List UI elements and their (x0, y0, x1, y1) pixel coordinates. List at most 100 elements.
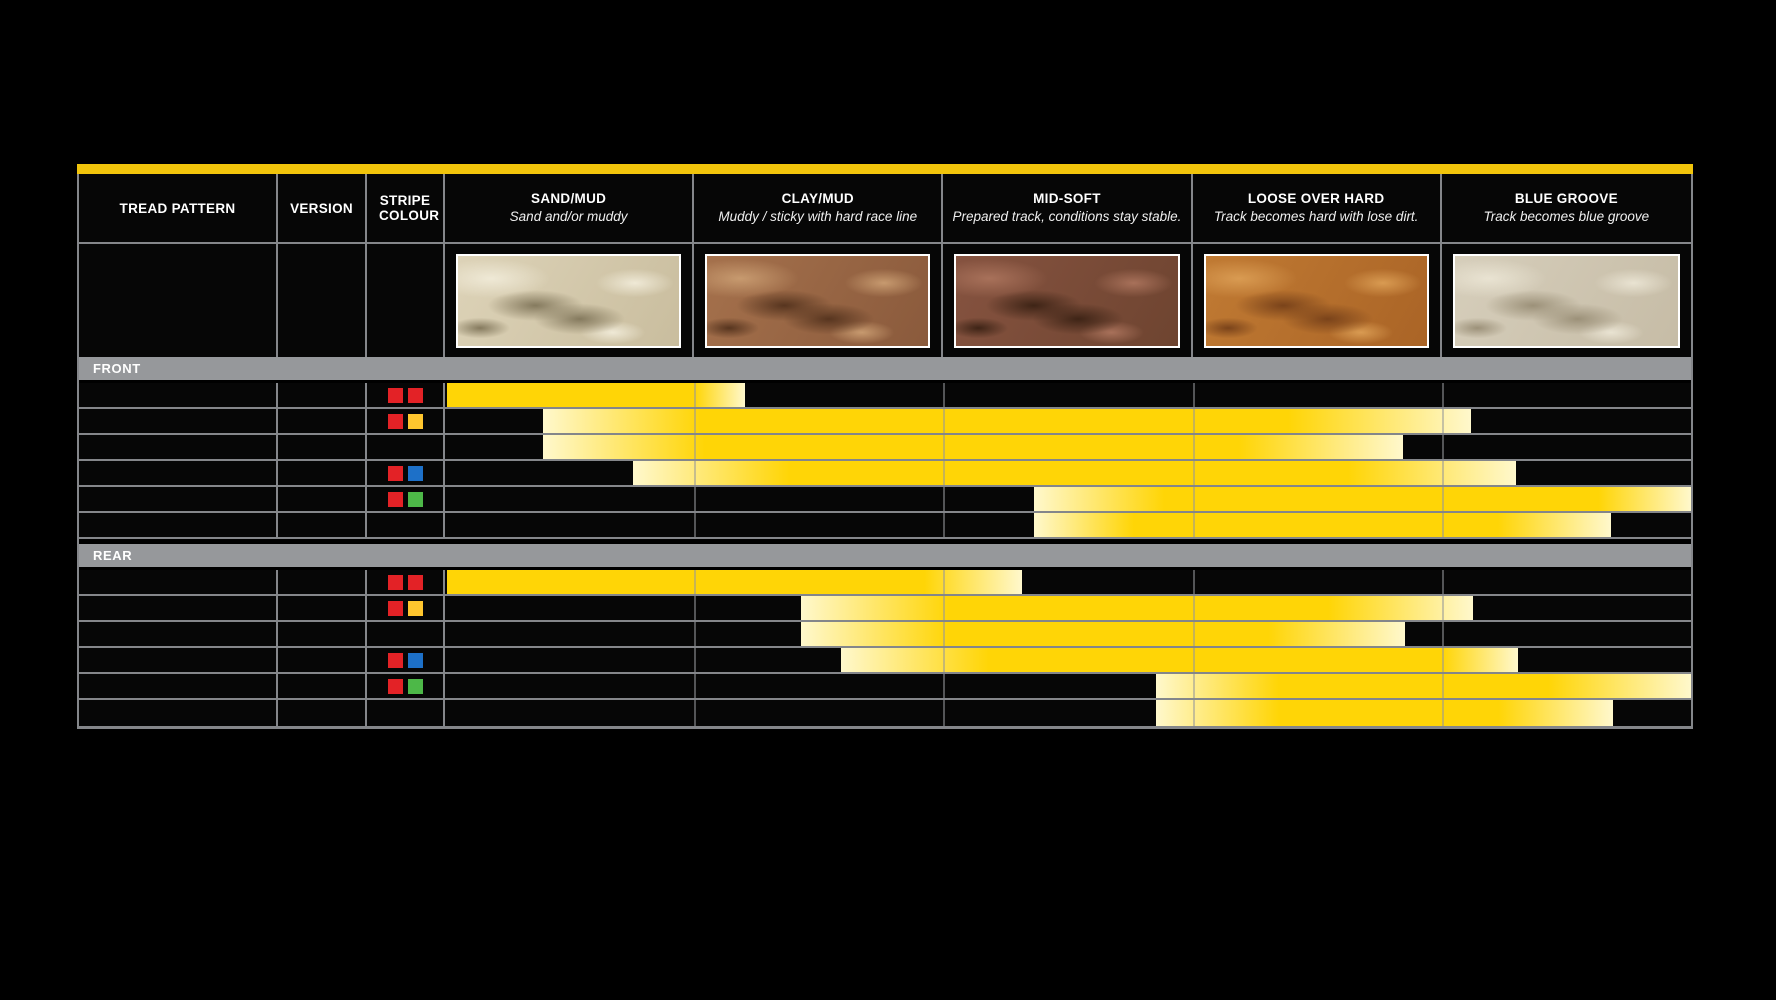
stripe-colour-cell (367, 487, 445, 511)
stripe-swatch-yellow (407, 413, 423, 429)
tread-pattern-cell (79, 674, 278, 698)
tread-row (79, 648, 1691, 674)
version-cell (278, 648, 367, 672)
terrain-photo-loose (1203, 253, 1429, 348)
column-grid-line (1441, 383, 1444, 407)
column-grid-line (1192, 383, 1195, 407)
condition-range-bar (446, 570, 1023, 594)
column-grid-line (1192, 570, 1195, 594)
column-subtitle: Muddy / sticky with hard race line (718, 209, 918, 224)
header-cell-version: VERSION (278, 174, 367, 242)
condition-range-area (445, 409, 1691, 433)
column-grid-line (1192, 487, 1195, 511)
column-grid-line (943, 513, 946, 537)
column-grid-line (694, 435, 697, 459)
stripe-colour-cell (367, 435, 445, 459)
stripe-swatch-red (387, 574, 403, 590)
column-grid-line (1441, 570, 1444, 594)
column-grid-line (1441, 700, 1444, 726)
column-subtitle: Track becomes blue groove (1483, 209, 1650, 224)
column-label: MID-SOFT (1033, 191, 1101, 206)
terrain-photo-midsoft (954, 253, 1180, 348)
tread-pattern-cell (79, 700, 278, 726)
condition-range-area (445, 700, 1691, 726)
stripe-colour-cell (367, 648, 445, 672)
column-grid-line (694, 674, 697, 698)
column-label: CLAY/MUD (781, 191, 854, 206)
column-grid-line (694, 409, 697, 433)
tread-pattern-cell (79, 596, 278, 620)
stripe-swatch-red (387, 652, 403, 668)
column-grid-line (943, 622, 946, 646)
tread-row (79, 622, 1691, 648)
tread-row (79, 409, 1691, 435)
header-cell-sand: SAND/MUD Sand and/or muddy (445, 174, 695, 242)
stripe-colour-cell (367, 513, 445, 537)
table-body: TREAD PATTERN VERSION STRIPE COLOUR SAND/MU… (77, 174, 1693, 729)
section-bar-rear: REAR (79, 544, 1691, 567)
column-grid-line (1192, 622, 1195, 646)
terrain-cell-midsoft (943, 244, 1193, 357)
terrain-cell-loose (1192, 244, 1442, 357)
column-grid-line (1441, 674, 1444, 698)
tread-row (79, 461, 1691, 487)
column-grid-line (694, 487, 697, 511)
terrain-images (445, 244, 1691, 357)
sections-container: FRONT REAR (79, 357, 1691, 726)
column-grid-line (1192, 513, 1195, 537)
stripe-colour-cell (367, 674, 445, 698)
tread-pattern-cell (79, 648, 278, 672)
condition-range-bar (446, 383, 745, 407)
stripe-swatch-red (387, 387, 403, 403)
column-grid-line (694, 648, 697, 672)
column-grid-line (943, 648, 946, 672)
column-grid-line (943, 674, 946, 698)
column-grid-line (943, 383, 946, 407)
condition-range-bar (801, 596, 1474, 620)
column-grid-line (943, 596, 946, 620)
stripe-colour-cell (367, 622, 445, 646)
tread-row (79, 383, 1691, 409)
column-grid-line (1441, 409, 1444, 433)
stripe-colour-cell (367, 570, 445, 594)
column-grid-line (694, 461, 697, 485)
stripe-swatch-yellow (407, 600, 423, 616)
column-grid-line (694, 622, 697, 646)
stripe-swatch-red (387, 678, 403, 694)
condition-range-area (445, 596, 1691, 620)
condition-range-bar (1034, 487, 1691, 511)
terrain-cell-clay (694, 244, 944, 357)
stripe-swatch-red (387, 413, 403, 429)
column-grid-line (1192, 435, 1195, 459)
empty-cell-tread (79, 244, 278, 357)
column-subtitle: Prepared track, conditions stay stable. (952, 209, 1182, 224)
terrain-cell-sand (445, 244, 695, 357)
column-grid-line (1192, 700, 1195, 726)
version-cell (278, 487, 367, 511)
condition-table: TREAD PATTERN VERSION STRIPE COLOUR SAND/MU… (77, 164, 1693, 729)
column-grid-line (694, 596, 697, 620)
tread-row (79, 674, 1691, 700)
header-cell-tread: TREAD PATTERN (79, 174, 278, 242)
version-cell (278, 383, 367, 407)
column-grid-line (694, 700, 697, 726)
column-label: BLUE GROOVE (1514, 191, 1618, 206)
stripe-swatch-red (387, 465, 403, 481)
stripe-swatch-red (387, 600, 403, 616)
header-cell-loose: LOOSE OVER HARD Track becomes hard with l… (1192, 174, 1442, 242)
column-grid-line (694, 570, 697, 594)
version-cell (278, 622, 367, 646)
tread-pattern-cell (79, 513, 278, 537)
column-label: STRIPE COLOUR (379, 193, 440, 223)
version-cell (278, 513, 367, 537)
terrain-cell-bluegroove (1441, 244, 1691, 357)
tread-pattern-cell (79, 435, 278, 459)
condition-range-area (445, 435, 1691, 459)
header-cell-stripe: STRIPE COLOUR (367, 174, 445, 242)
section-label: FRONT (93, 361, 141, 376)
tread-row (79, 487, 1691, 513)
section-label: REAR (93, 548, 133, 563)
condition-range-area (445, 674, 1691, 698)
terrain-photo-clay (705, 253, 931, 348)
